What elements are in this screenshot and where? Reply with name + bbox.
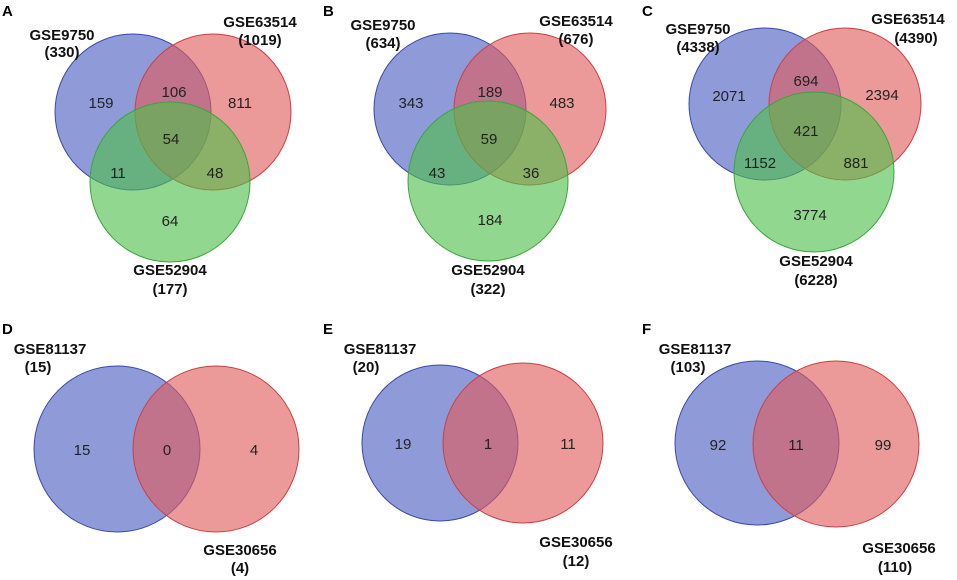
panel-c-set2-name: GSE63514 (871, 11, 945, 28)
panel-a-only-gse9750: 159 (88, 95, 113, 112)
panel-a-gse63514-gse52904: 48 (207, 165, 224, 182)
panel-d-circle-gse30656 (132, 365, 300, 533)
panel-c-only-gse52904: 3774 (793, 207, 826, 224)
panel-f-circle-gse30656 (752, 360, 920, 528)
panel-c-set1-count: (4338) (676, 39, 719, 56)
panel-c-set3-name: GSE52904 (779, 253, 853, 270)
panel-e: E GSE81137 (20) GSE30656 (12) 19 1 11 (323, 321, 613, 570)
panel-e-only-gse81137: 19 (395, 436, 412, 453)
panel-c-set3-count: (6228) (794, 272, 837, 289)
panel-b-set2-count: (676) (558, 31, 593, 48)
panel-b-gse9750-gse52904: 43 (429, 165, 446, 182)
panel-d-set2-count: (4) (231, 560, 249, 577)
panel-b-only-gse63514: 483 (549, 95, 574, 112)
panel-e-set2-count: (12) (563, 553, 590, 570)
panel-f-letter: F (642, 321, 651, 338)
panel-a-only-gse52904: 64 (162, 213, 179, 230)
panel-b-set1-name: GSE9750 (350, 17, 415, 34)
panel-c-all-three: 421 (793, 123, 818, 140)
panel-b-set1-count: (634) (365, 35, 400, 52)
panel-e-both: 1 (484, 436, 492, 453)
panel-f-only-gse30656: 99 (875, 437, 892, 454)
panel-b-gse9750-gse63514: 189 (477, 84, 502, 101)
panel-b-letter: B (323, 3, 334, 20)
panel-c-gse63514-gse52904: 881 (843, 155, 868, 172)
panel-a-gse9750-gse63514: 106 (161, 84, 186, 101)
panel-f: F GSE81137 (103) GSE30656 (110) 92 11 99 (642, 321, 936, 576)
panel-a-only-gse63514: 811 (228, 95, 252, 112)
panel-a-all-three: 54 (163, 131, 180, 148)
panel-c-gse9750-gse52904: 1152 (744, 155, 776, 172)
panel-b-all-three: 59 (481, 131, 498, 148)
panel-b-set3-count: (322) (470, 281, 505, 298)
panel-b: B GSE9750 (634) GSE63514 (676) GSE52904 … (323, 3, 613, 298)
panel-d-both: 0 (163, 442, 171, 459)
panel-f-set1-count: (103) (670, 359, 705, 376)
panel-a: A GSE9750 (330) GSE63514 (1019) GSE52904… (2, 3, 297, 298)
panel-f-both: 11 (788, 437, 804, 454)
panel-b-circle-gse52904 (407, 100, 569, 262)
panel-e-letter: E (323, 321, 333, 338)
panel-e-set2-name: GSE30656 (539, 534, 612, 551)
panel-b-gse63514-gse52904: 36 (523, 165, 540, 182)
panel-c-only-gse63514: 2394 (865, 87, 898, 104)
panel-a-letter: A (2, 3, 13, 20)
panel-a-set1-name: GSE9750 (29, 27, 94, 44)
panel-c-set2-count: (4390) (894, 30, 937, 47)
panel-a-set2-count: (1019) (238, 32, 281, 49)
panel-c-set1-name: GSE9750 (665, 21, 730, 38)
panel-e-circle-gse30656 (442, 362, 604, 524)
panel-d-only-gse30656: 4 (250, 442, 258, 459)
panel-d-only-gse81137: 15 (74, 442, 91, 459)
panel-e-set1-name: GSE81137 (344, 341, 417, 358)
panel-b-set3-name: GSE52904 (451, 262, 525, 279)
panel-a-set2-name: GSE63514 (223, 14, 297, 31)
panel-d: D GSE81137 (15) GSE30656 (4) 15 0 4 (2, 321, 300, 577)
panel-d-set2-name: GSE30656 (203, 542, 276, 559)
panel-f-set2-name: GSE30656 (862, 540, 935, 557)
panel-f-only-gse81137: 92 (710, 437, 727, 454)
panel-c-circle-gse52904 (733, 91, 895, 253)
panel-a-set3-count: (177) (152, 281, 187, 298)
panel-a-set1-count: (330) (44, 44, 79, 61)
panel-d-letter: D (2, 321, 13, 338)
panel-e-only-gse30656: 11 (560, 436, 576, 453)
panel-f-set1-name: GSE81137 (659, 341, 732, 358)
panel-c-only-gse9750: 2071 (712, 88, 745, 105)
panel-b-only-gse9750: 343 (398, 95, 423, 112)
panel-d-set1-count: (15) (25, 359, 52, 376)
panel-b-set2-name: GSE63514 (539, 13, 613, 30)
panel-f-set2-count: (110) (878, 559, 912, 576)
panel-c: C GSE9750 (4338) GSE63514 (4390) GSE5290… (642, 3, 945, 289)
panel-a-circle-gse52904 (89, 101, 251, 263)
panel-d-set1-name: GSE81137 (14, 341, 87, 358)
panel-e-set1-count: (20) (353, 359, 380, 376)
panel-a-set3-name: GSE52904 (133, 262, 207, 279)
panel-c-gse9750-gse63514: 694 (793, 73, 818, 90)
panel-b-only-gse52904: 184 (477, 212, 502, 229)
panel-a-gse9750-gse52904: 11 (110, 165, 126, 182)
panel-c-letter: C (642, 3, 653, 20)
